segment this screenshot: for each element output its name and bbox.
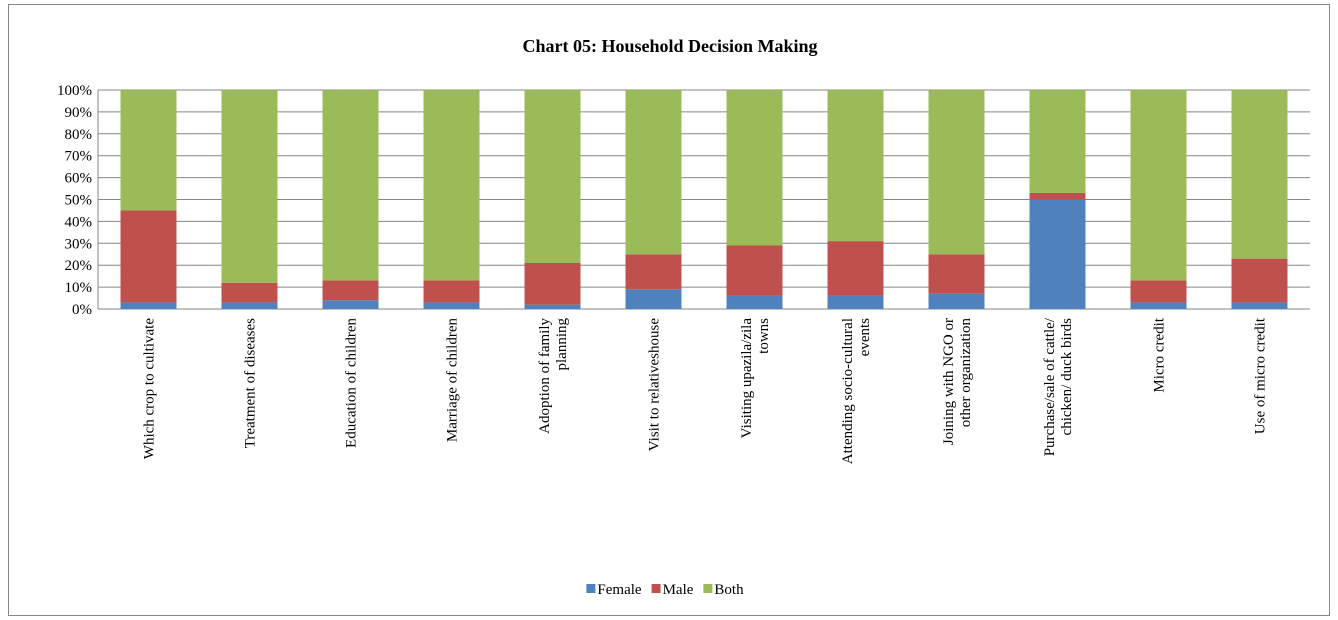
legend-label: Male (663, 582, 694, 598)
bar-segment (625, 254, 682, 290)
legend-swatch (586, 584, 596, 593)
bar-segment (1130, 280, 1187, 303)
x-tick-label: Micro credit (1152, 317, 1168, 392)
bar-segment (322, 300, 379, 309)
x-tick-label: Treatment of diseases (243, 318, 259, 448)
bar-segment (827, 295, 884, 309)
y-tick-label: 20% (65, 258, 93, 274)
bar-segment (1130, 90, 1187, 281)
x-tick-label: Adoption of familyplanning (537, 318, 570, 434)
chart-title: Chart 05: Household Decision Making (522, 36, 817, 56)
y-tick-label: 10% (65, 280, 93, 296)
x-tick-label: Education of children (344, 318, 360, 448)
bar-segment (625, 90, 682, 255)
bar-segment (928, 254, 985, 294)
bar-segment (1231, 258, 1288, 303)
bar-segment (322, 90, 379, 281)
y-tick-label: 100% (57, 83, 92, 99)
bar-segment (221, 302, 278, 309)
bar-segment (726, 90, 783, 246)
x-tick-label: Visiting upazila/zilatowns (739, 318, 772, 439)
legend-label: Both (714, 582, 744, 598)
x-tick-label: Marriage of children (445, 318, 461, 443)
y-tick-label: 40% (65, 214, 93, 230)
bar-segment (1231, 302, 1288, 309)
bar-segment (625, 289, 682, 309)
bar-segment (423, 280, 480, 303)
bar-segment (120, 210, 177, 303)
bar-segment (423, 302, 480, 309)
y-tick-label: 30% (65, 236, 93, 252)
bar-segment (120, 302, 177, 309)
x-tick-label: Use of micro credit (1253, 317, 1269, 434)
legend-label: Female (597, 582, 641, 598)
x-tick-label: Which crop to cultivate (142, 318, 158, 460)
bar-segment (1130, 302, 1187, 309)
bar-segment (221, 90, 278, 283)
y-tick-label: 60% (65, 171, 93, 187)
legend-swatch (703, 584, 713, 593)
bar-segment (827, 241, 884, 296)
bar-segment (524, 90, 581, 264)
bar-segment (928, 293, 985, 309)
bar-segment (928, 90, 985, 255)
bar-segment (827, 90, 884, 242)
legend-swatch (651, 584, 661, 593)
bar-segment (726, 295, 783, 309)
x-tick-label: Purchase/sale of cattle/chicken/ duck bi… (1042, 317, 1075, 456)
y-tick-label: 0% (72, 302, 92, 318)
bar-segment (1029, 90, 1086, 193)
y-tick-label: 80% (65, 127, 93, 143)
y-tick-label: 90% (65, 105, 93, 121)
y-tick-label: 70% (65, 149, 93, 165)
legend: Female Male Both (586, 582, 744, 598)
bar-segment (1029, 192, 1086, 200)
x-tick-label: Visit to relativeshouse (647, 318, 663, 452)
x-tick-label: Attending socio-culturalevents (840, 318, 873, 464)
bar-segment (524, 263, 581, 305)
bar-segment (423, 90, 480, 281)
y-tick-label: 50% (65, 193, 93, 209)
bar-segment (221, 282, 278, 303)
x-tick-label: Joining with NGO orother organization (941, 318, 974, 446)
bar-segment (120, 90, 177, 211)
bar-segment (1029, 199, 1086, 309)
bar-segment (1231, 90, 1288, 259)
bar-segment (726, 245, 783, 296)
bar-segment (322, 280, 379, 301)
bar-segment (524, 304, 581, 309)
